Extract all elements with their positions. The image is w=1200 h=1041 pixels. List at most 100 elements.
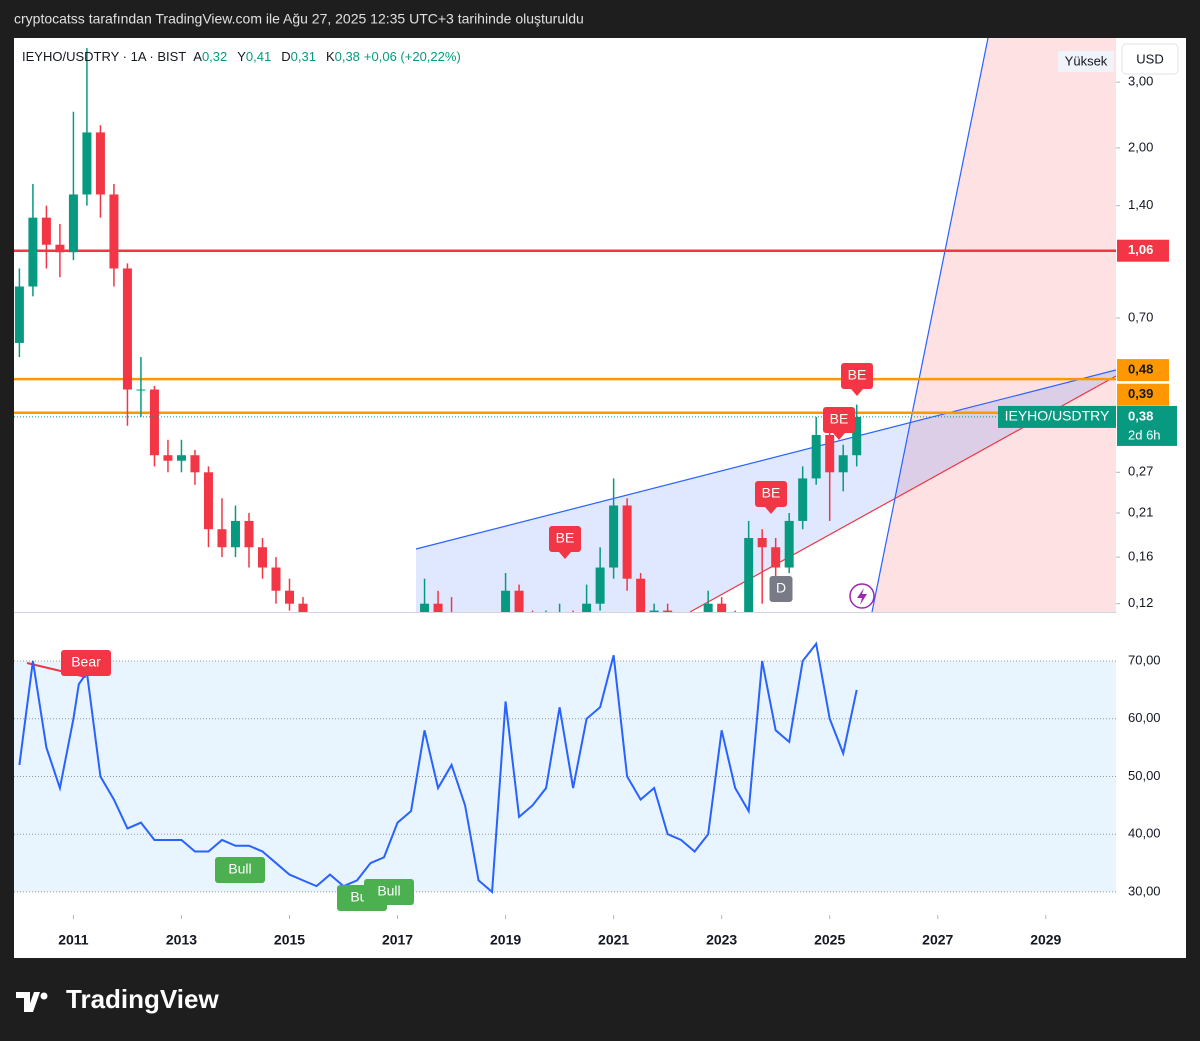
currency[interactable]: USD xyxy=(1136,51,1163,66)
candle-body xyxy=(136,389,146,391)
symbol-label: IEYHO/USDTRY xyxy=(1005,408,1110,424)
y-tick-label: 1,40 xyxy=(1128,197,1153,212)
candle-body xyxy=(514,590,524,612)
candle-body xyxy=(798,478,808,521)
logo-icon xyxy=(16,992,40,1012)
annotation-box xyxy=(769,576,793,602)
x-tick-label: 2011 xyxy=(58,932,89,948)
axes: 0,12 0,16 0,21 0,27 0,70 1,40 2,00 3,00 30,00 40,… xyxy=(58,74,1177,948)
ohlc-value: 0,38 xyxy=(335,49,360,64)
annotation: Bull xyxy=(228,861,251,877)
candle-body xyxy=(122,268,132,390)
ohlc-key: Y xyxy=(237,49,246,64)
y-tick-label: 3,00 xyxy=(1128,74,1153,89)
candle-body xyxy=(811,434,821,479)
x-tick-label: 2025 xyxy=(814,932,845,948)
indicator-pane xyxy=(14,641,1116,894)
candle-body xyxy=(203,472,213,530)
candle-body xyxy=(595,567,605,604)
candle-body xyxy=(825,434,835,473)
y-tick-label: 0,21 xyxy=(1128,504,1153,519)
symbol-label-box xyxy=(998,405,1116,428)
pane-separator xyxy=(14,612,1116,613)
candle-body xyxy=(582,603,592,612)
alert-bolt xyxy=(857,588,867,605)
y-tick-label: 30,00 xyxy=(1128,883,1161,898)
ohlc-value: 0,41 xyxy=(246,49,271,64)
level-label: 0,39 xyxy=(1128,386,1153,401)
candle-body xyxy=(663,610,673,612)
y-tick-label: 0,70 xyxy=(1128,309,1153,324)
annotation: BE xyxy=(848,367,867,383)
y-tick-label: 2,00 xyxy=(1128,139,1153,154)
candle-body xyxy=(190,455,200,473)
candle-body xyxy=(14,286,24,343)
candle-body xyxy=(217,529,227,548)
trend-line xyxy=(415,369,1116,550)
level-label-box xyxy=(1117,359,1169,382)
candle-body xyxy=(176,455,186,461)
trend-line xyxy=(871,38,989,612)
x-tick-label: 2027 xyxy=(922,932,953,948)
level-label: 1,06 xyxy=(1128,242,1153,257)
annotation-box xyxy=(549,526,581,552)
candle-body xyxy=(757,537,767,548)
candle-body xyxy=(433,603,443,612)
candle-body xyxy=(109,194,119,269)
ohlc-value: 0,31 xyxy=(291,49,316,64)
candle-body xyxy=(703,603,713,612)
price-pane xyxy=(14,48,1116,612)
candle-body xyxy=(636,578,646,612)
candle-body xyxy=(609,505,619,568)
x-tick-label: 2029 xyxy=(1030,932,1061,948)
x-tick-label: 2017 xyxy=(382,932,413,948)
x-tick-label: 2023 xyxy=(706,932,737,948)
candle-body xyxy=(744,537,754,612)
candle-body xyxy=(230,520,240,548)
scale-mode[interactable]: Yüksek xyxy=(1065,53,1108,68)
annotation-pointer xyxy=(833,433,845,440)
candle-body xyxy=(622,505,632,579)
x-tick-label: 2015 xyxy=(274,932,305,948)
candle-body xyxy=(285,590,294,604)
candle-body xyxy=(95,132,105,195)
y-tick-label: 0,12 xyxy=(1128,595,1153,610)
annotation-box xyxy=(61,650,111,676)
annotation-pointer xyxy=(765,507,777,514)
annotation: BE xyxy=(830,411,849,427)
ohlc-key: K xyxy=(326,49,335,64)
logo-dot xyxy=(40,992,48,1000)
annotation-box xyxy=(364,879,414,905)
candle-body xyxy=(649,610,659,612)
candle-body xyxy=(163,455,173,461)
candle-body xyxy=(257,547,267,568)
annotation: Bear xyxy=(71,654,101,670)
annotation: D xyxy=(776,580,786,596)
currency-box[interactable] xyxy=(1121,43,1179,75)
y-tick-label: 0,27 xyxy=(1128,464,1153,479)
candle-body xyxy=(68,194,78,253)
last-price-box xyxy=(1117,405,1177,446)
candle-body xyxy=(41,217,51,245)
ohlc: A0,32 Y0,41 D0,31 K0,38 xyxy=(193,49,360,64)
level-label-box xyxy=(1117,239,1169,262)
candle-body xyxy=(271,567,281,591)
ohlc-key: A xyxy=(193,49,202,64)
countdown: 2d 6h xyxy=(1128,427,1161,442)
annotation: BE xyxy=(556,530,575,546)
candle-body xyxy=(420,603,430,612)
candle-body xyxy=(149,389,159,456)
candle-body xyxy=(852,416,862,456)
annotation-box xyxy=(841,363,873,389)
ohlc-value: 0,32 xyxy=(202,49,227,64)
candle-body xyxy=(838,455,848,473)
x-tick-label: 2013 xyxy=(166,932,197,948)
annotation-box xyxy=(215,857,265,883)
candle-body xyxy=(717,603,727,612)
scale-mode-box[interactable] xyxy=(1058,51,1114,72)
rsi-line xyxy=(18,641,858,894)
change: +0,06 (+20,22%) xyxy=(364,49,461,64)
annotation: Bull xyxy=(377,883,400,899)
candle-body xyxy=(82,132,92,195)
